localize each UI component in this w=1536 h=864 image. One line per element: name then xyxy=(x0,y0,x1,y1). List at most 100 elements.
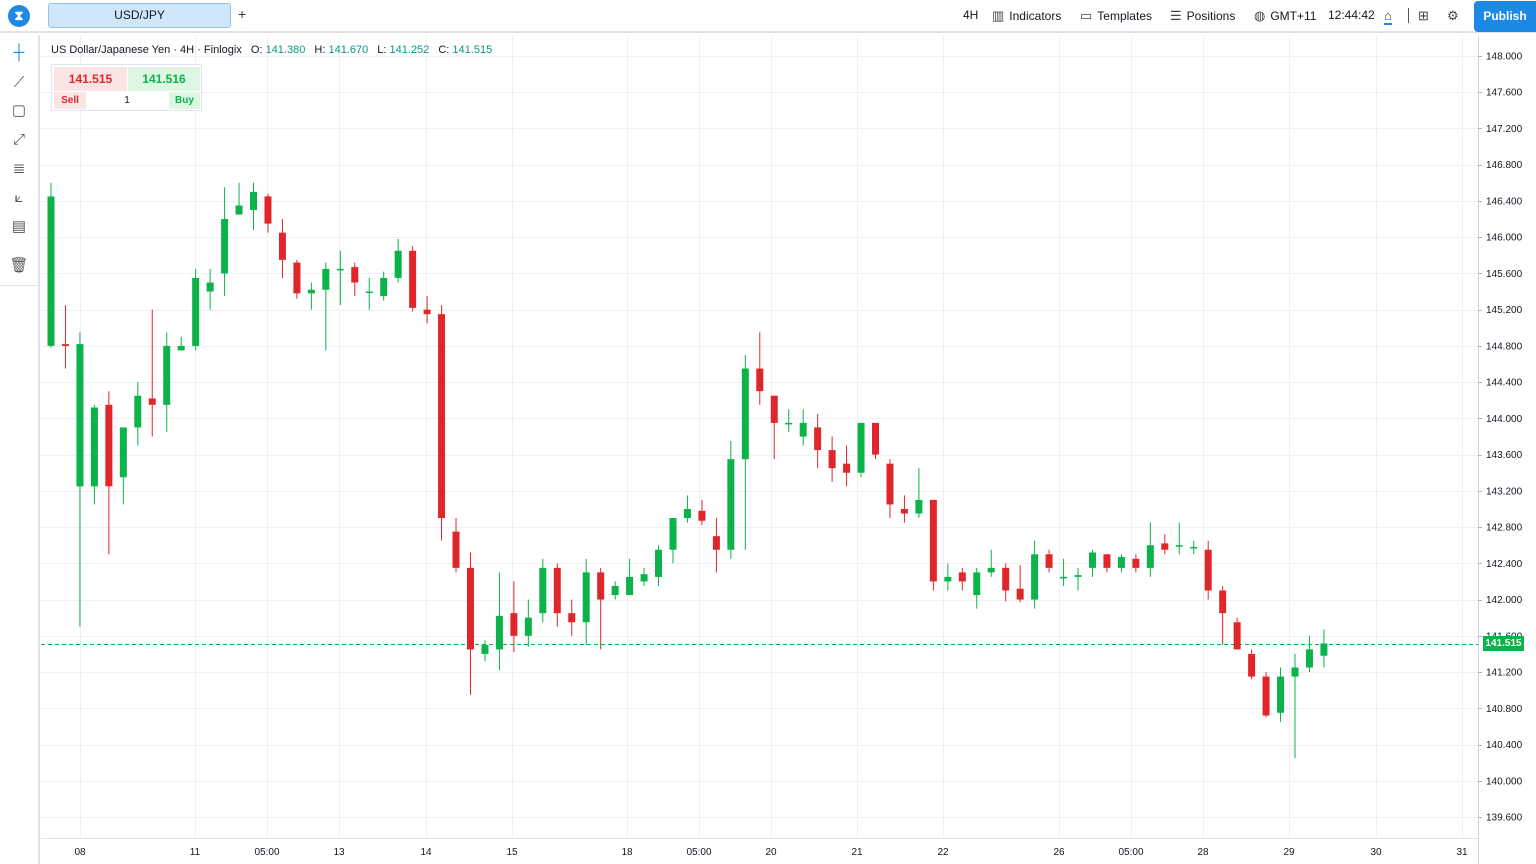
y-tick-label: 147.600 xyxy=(1486,88,1523,99)
candle-body xyxy=(307,289,315,294)
y-tick-label: 139.600 xyxy=(1486,813,1523,824)
y-tick-label: 143.600 xyxy=(1486,450,1523,461)
candle-body xyxy=(423,309,431,315)
x-tick-label: 13 xyxy=(333,847,345,858)
y-tick-label: 141.200 xyxy=(1486,668,1523,679)
x-tick-label: 21 xyxy=(851,847,863,858)
sell-price-button[interactable]: 141.515 xyxy=(54,67,127,91)
legend-interval: 4H xyxy=(180,44,195,56)
candle-body xyxy=(929,499,937,582)
candle-body xyxy=(452,531,460,568)
candle-body xyxy=(611,585,619,596)
candle-body xyxy=(235,205,243,215)
candle-body xyxy=(655,549,663,577)
interval-label: 4H xyxy=(963,8,979,22)
candle-body xyxy=(886,463,894,505)
y-tick-label: 144.400 xyxy=(1486,378,1523,389)
symbol-name: US Dollar/Japanese Yen xyxy=(51,44,171,56)
candle-body xyxy=(409,250,417,308)
indicators-button[interactable]: ▥ Indicators xyxy=(992,8,1061,24)
candle-body xyxy=(1161,543,1169,550)
fibonacci-icon[interactable]: ≣ xyxy=(12,160,26,177)
snapshot-button[interactable]: ⌂ xyxy=(1384,8,1392,25)
candle-body xyxy=(206,282,214,292)
symbol-tab[interactable]: USD/JPY xyxy=(48,3,231,28)
candle-body xyxy=(1045,554,1053,568)
candle-body xyxy=(61,344,69,346)
quantity-input[interactable] xyxy=(88,92,166,109)
current-price-tag: 141.515 xyxy=(1483,636,1524,651)
low-value: 141.252 xyxy=(389,44,430,56)
buy-price-button[interactable]: 141.516 xyxy=(128,67,200,91)
candle-body xyxy=(90,407,98,487)
add-tab-button[interactable]: + xyxy=(238,6,247,22)
timezone-button[interactable]: ◍ GMT+11 xyxy=(1254,8,1316,24)
candle-body xyxy=(1175,545,1183,547)
crosshair-icon[interactable]: ┼ xyxy=(13,44,25,61)
candle-body xyxy=(1233,622,1241,650)
y-tick-label: 146.400 xyxy=(1486,196,1523,207)
candle-body xyxy=(553,567,561,614)
y-tick-label: 145.600 xyxy=(1486,269,1523,280)
candle-body xyxy=(1060,576,1068,579)
candle-body xyxy=(1117,556,1125,568)
templates-button[interactable]: ▭ Templates xyxy=(1080,8,1152,24)
candle-body xyxy=(1146,545,1154,568)
candle-body xyxy=(597,572,605,600)
rectangle-icon[interactable]: ▢ xyxy=(11,102,27,119)
low-label: L: xyxy=(377,44,387,56)
camera-icon: ⌂ xyxy=(1384,8,1392,25)
candle-body xyxy=(1103,554,1111,568)
candle-body xyxy=(1320,643,1328,656)
candle-body xyxy=(741,368,749,460)
text-note-icon[interactable]: ▤ xyxy=(11,218,27,235)
y-tick-label: 142.000 xyxy=(1486,595,1523,606)
templates-icon: ▭ xyxy=(1080,8,1093,23)
candle-body xyxy=(698,510,706,521)
candle-body xyxy=(163,345,171,405)
candle-body xyxy=(466,567,474,650)
x-tick-label: 08 xyxy=(74,847,86,858)
interval-button[interactable]: 4H xyxy=(963,8,978,22)
layout-button[interactable]: ⊞ xyxy=(1418,8,1429,24)
x-tick-label: 11 xyxy=(190,847,201,858)
candle-body xyxy=(828,450,836,469)
positions-label: Positions xyxy=(1186,9,1236,23)
candle-body xyxy=(192,277,200,346)
x-tick-label: 14 xyxy=(420,847,432,858)
candle-body xyxy=(712,536,720,550)
candle-body xyxy=(872,422,880,455)
settings-button[interactable]: ⚙ xyxy=(1447,8,1459,24)
trash-icon[interactable]: 🗑 xyxy=(9,257,29,274)
positions-button[interactable]: ☰ Positions xyxy=(1170,8,1235,24)
sell-button[interactable]: Sell xyxy=(54,92,86,109)
app-logo-icon[interactable]: ⧗ xyxy=(8,5,30,27)
publish-button[interactable]: Publish xyxy=(1474,1,1536,32)
candle-body xyxy=(76,344,84,487)
candle-body xyxy=(119,427,127,478)
indicators-icon: ▥ xyxy=(992,8,1005,23)
ray-icon[interactable]: ⤢ xyxy=(12,131,25,148)
y-tick-label: 142.800 xyxy=(1486,523,1523,534)
high-label: H: xyxy=(314,44,326,56)
candle-body xyxy=(1262,676,1270,716)
indicators-label: Indicators xyxy=(1009,9,1062,23)
candle-body xyxy=(365,291,373,294)
candle-body xyxy=(568,613,576,623)
gann-fan-icon[interactable]: ⟀ xyxy=(14,189,24,206)
candle-body xyxy=(626,576,634,596)
open-label: O: xyxy=(250,44,263,56)
candle-body xyxy=(944,576,952,582)
globe-icon: ◍ xyxy=(1254,8,1266,23)
candle-body xyxy=(524,617,532,636)
trendline-icon[interactable]: ⟋ xyxy=(13,74,25,91)
candle-body xyxy=(322,268,330,290)
candle-body xyxy=(1031,554,1039,600)
legend-source: Finlogix xyxy=(203,44,242,56)
candle-body xyxy=(278,232,286,260)
candle-body xyxy=(727,459,735,550)
candle-body xyxy=(438,314,446,519)
candle-body xyxy=(640,574,648,582)
buy-button[interactable]: Buy xyxy=(169,92,200,109)
